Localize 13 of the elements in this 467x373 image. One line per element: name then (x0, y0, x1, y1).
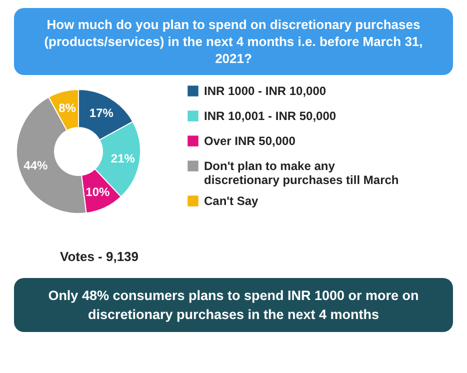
legend-label: Can't Say (204, 194, 259, 208)
legend-label: INR 1000 - INR 10,000 (204, 84, 326, 98)
data-label: 17% (89, 106, 114, 120)
data-label: 21% (110, 152, 136, 166)
legend-label: INR 10,001 - INR 50,000 (204, 109, 336, 123)
data-label: 8% (58, 100, 76, 115)
data-label: 44% (24, 158, 48, 172)
legend-label: Over INR 50,000 (204, 134, 296, 148)
text: Votes - 9,139 (60, 249, 140, 264)
text: Only 48% consumers plans to spend INR 1000 or more on discretionary purchases in the next 4 months (14, 278, 453, 332)
data-label: 10% (86, 185, 110, 200)
legend-label: Don't plan to make any discretionary purchases till March (204, 159, 399, 187)
chart-title: How much do you plan to spend on discretionary purchases (products/services) in the next 4 months i.e. before March 31, 2021? (14, 8, 453, 75)
